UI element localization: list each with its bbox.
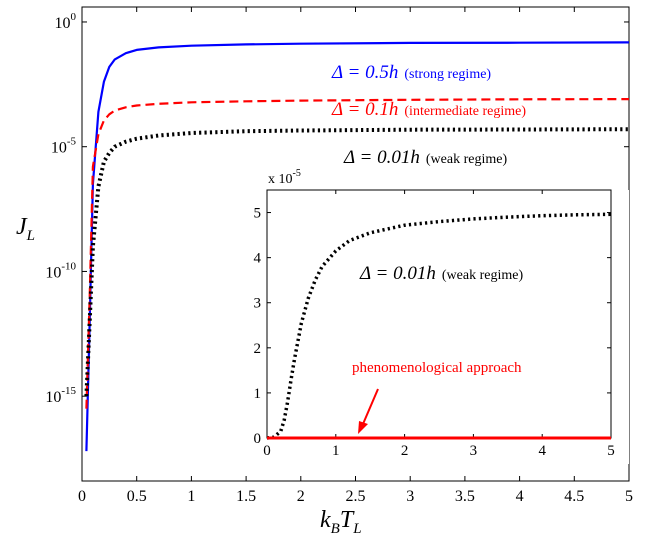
inset-y-tick-label: 2: [254, 341, 262, 357]
inset-y-tick-label: 3: [254, 296, 262, 312]
inset-x-tick-label: 4: [538, 443, 546, 459]
series-label-weak: Δ = 0.01h (weak regime): [343, 147, 507, 168]
series-label-intermediate: Δ = 0.1h (intermediate regime): [331, 99, 526, 120]
main-y-tick-label: 10-15: [45, 385, 76, 406]
series-label-strong: Δ = 0.5h (strong regime): [331, 62, 491, 83]
inset-annotation-text: phenomenological approach: [352, 360, 522, 376]
main-series-line-1: [85, 98, 630, 409]
main-x-tick-label: 3: [406, 488, 414, 505]
main-x-tick-label: 4: [516, 488, 524, 505]
inset-series: [266, 212, 612, 440]
inset-ticks: 0 1 2 3 4 5 0 1 2 3 4 5: [254, 190, 615, 459]
inset-x-tick-label: 3: [470, 443, 478, 459]
inset-x-tick-label: 5: [607, 443, 615, 459]
main-y-tick-label: 10-10: [45, 260, 76, 281]
inset-series-line-0: [266, 212, 612, 440]
main-x-tick-label: 0: [78, 488, 86, 505]
main-series-line-2: [84, 127, 630, 397]
inset-y-tick-label: 5: [254, 206, 262, 222]
inset-x-tick-label: 1: [332, 443, 340, 459]
inset-y-tick-label: 1: [254, 386, 262, 402]
inset-x-tick-label: 0: [263, 443, 271, 459]
main-y-tick-label: 100: [55, 11, 77, 32]
inset-legend: Δ = 0.01h (weak regime): [359, 263, 523, 284]
main-x-tick-label: 5: [625, 488, 633, 505]
main-x-tick-label: 1.5: [236, 488, 256, 505]
x-axis-label: kBTL: [320, 507, 362, 537]
inset-y-tick-label: 0: [254, 431, 262, 447]
main-x-tick-label: 3.5: [455, 488, 475, 505]
inset-annotation-arrow: [362, 388, 379, 425]
main-x-tick-label: 2: [297, 488, 305, 505]
inset-scale-label: x 10-5: [268, 168, 301, 187]
inset-background: [256, 190, 629, 464]
main-x-tick-label: 1: [187, 488, 195, 505]
y-axis-label: JL: [16, 214, 35, 244]
inset-x-tick-label: 2: [401, 443, 409, 459]
main-x-tick-label: 2.5: [346, 488, 366, 505]
inset-y-tick-label: 4: [254, 251, 262, 267]
inset-annotation-arrowhead: [358, 421, 368, 434]
main-x-tick-label: 4.5: [564, 488, 584, 505]
main-x-tick-label: 0.5: [127, 488, 147, 505]
main-series: [84, 41, 630, 452]
main-series-line-0: [85, 41, 630, 452]
main-y-tick-label: 10-5: [51, 136, 77, 157]
